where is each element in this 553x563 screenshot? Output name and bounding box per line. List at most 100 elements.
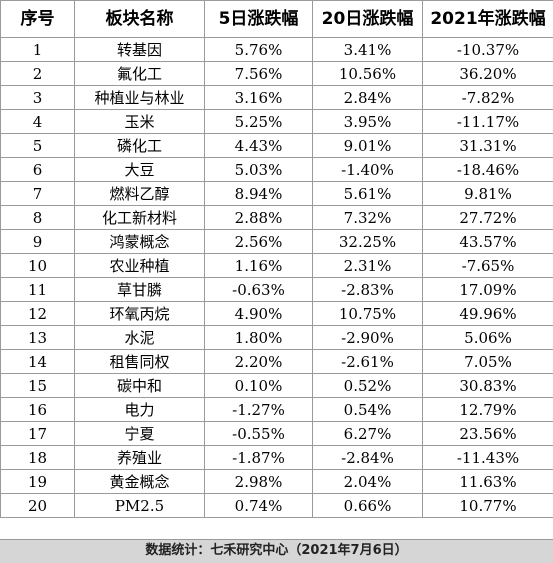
change-5day-cell: 5.76%: [204, 37, 313, 62]
sector-name-cell: PM2.5: [74, 493, 205, 518]
change-2021-cell: -7.65%: [422, 253, 553, 278]
change-20day-cell: 10.75%: [312, 301, 423, 326]
change-20day-cell: 0.54%: [312, 397, 423, 422]
change-20day-cell: -2.90%: [312, 325, 423, 350]
change-2021-cell: 17.09%: [422, 277, 553, 302]
change-2021-cell: 30.83%: [422, 373, 553, 398]
header-row: 序号 板块名称 5日涨跌幅 20日涨跌幅 2021年涨跌幅: [0, 0, 553, 38]
sector-name-cell: 种植业与林业: [74, 85, 205, 110]
change-5day-cell: 5.03%: [204, 157, 313, 182]
change-5day-cell: 2.20%: [204, 349, 313, 374]
row-index-cell: 16: [0, 397, 75, 422]
change-2021-cell: -10.37%: [422, 37, 553, 62]
sector-performance-table: 序号 板块名称 5日涨跌幅 20日涨跌幅 2021年涨跌幅 1 转基因 5.76% 3…: [0, 0, 553, 518]
table-row: 9 鸿蒙概念 2.56% 32.25% 43.57%: [0, 229, 553, 254]
change-5day-cell: -0.63%: [204, 277, 313, 302]
change-2021-cell: 36.20%: [422, 61, 553, 86]
row-index-cell: 7: [0, 181, 75, 206]
sector-name-cell: 鸿蒙概念: [74, 229, 205, 254]
row-index-cell: 20: [0, 493, 75, 518]
row-index-cell: 4: [0, 109, 75, 134]
sector-name-cell: 转基因: [74, 37, 205, 62]
sector-name-cell: 宁夏: [74, 421, 205, 446]
row-index-cell: 10: [0, 253, 75, 278]
change-20day-cell: 2.84%: [312, 85, 423, 110]
table-row: 17 宁夏 -0.55% 6.27% 23.56%: [0, 421, 553, 446]
change-20day-cell: -1.40%: [312, 157, 423, 182]
change-5day-cell: 4.90%: [204, 301, 313, 326]
change-2021-cell: -18.46%: [422, 157, 553, 182]
change-20day-cell: -2.84%: [312, 445, 423, 470]
sector-name-cell: 草甘膦: [74, 277, 205, 302]
change-20day-cell: -2.83%: [312, 277, 423, 302]
row-index-cell: 15: [0, 373, 75, 398]
change-5day-cell: -1.87%: [204, 445, 313, 470]
table-row: 19 黄金概念 2.98% 2.04% 11.63%: [0, 469, 553, 494]
sector-name-cell: 黄金概念: [74, 469, 205, 494]
sector-name-cell: 养殖业: [74, 445, 205, 470]
change-20day-cell: 32.25%: [312, 229, 423, 254]
change-5day-cell: 3.16%: [204, 85, 313, 110]
sector-name-cell: 磷化工: [74, 133, 205, 158]
row-index-cell: 11: [0, 277, 75, 302]
change-5day-cell: 1.80%: [204, 325, 313, 350]
change-20day-cell: 0.66%: [312, 493, 423, 518]
sector-name-cell: 氟化工: [74, 61, 205, 86]
data-source-footer: 数据统计：七禾研究中心（2021年7月6日）: [0, 539, 553, 563]
change-2021-cell: 23.56%: [422, 421, 553, 446]
sector-name-cell: 化工新材料: [74, 205, 205, 230]
row-index-cell: 9: [0, 229, 75, 254]
change-2021-cell: -7.82%: [422, 85, 553, 110]
change-20day-cell: 2.31%: [312, 253, 423, 278]
change-2021-cell: 31.31%: [422, 133, 553, 158]
sector-name-cell: 碳中和: [74, 373, 205, 398]
row-index-cell: 2: [0, 61, 75, 86]
table-row: 20 PM2.5 0.74% 0.66% 10.77%: [0, 493, 553, 518]
change-5day-cell: 2.98%: [204, 469, 313, 494]
table-row: 13 水泥 1.80% -2.90% 5.06%: [0, 325, 553, 350]
change-5day-cell: -0.55%: [204, 421, 313, 446]
change-2021-cell: 9.81%: [422, 181, 553, 206]
table-row: 1 转基因 5.76% 3.41% -10.37%: [0, 37, 553, 62]
change-2021-cell: 43.57%: [422, 229, 553, 254]
change-20day-cell: 10.56%: [312, 61, 423, 86]
change-2021-cell: -11.17%: [422, 109, 553, 134]
table-row: 16 电力 -1.27% 0.54% 12.79%: [0, 397, 553, 422]
table-row: 10 农业种植 1.16% 2.31% -7.65%: [0, 253, 553, 278]
change-2021-cell: 10.77%: [422, 493, 553, 518]
sector-name-cell: 农业种植: [74, 253, 205, 278]
change-20day-cell: 2.04%: [312, 469, 423, 494]
row-index-cell: 17: [0, 421, 75, 446]
change-20day-cell: 6.27%: [312, 421, 423, 446]
header-sector-name: 板块名称: [74, 0, 205, 38]
row-index-cell: 14: [0, 349, 75, 374]
change-5day-cell: 2.56%: [204, 229, 313, 254]
row-index-cell: 19: [0, 469, 75, 494]
table-row: 14 租售同权 2.20% -2.61% 7.05%: [0, 349, 553, 374]
header-2021-change: 2021年涨跌幅: [422, 0, 553, 38]
change-2021-cell: 5.06%: [422, 325, 553, 350]
row-index-cell: 8: [0, 205, 75, 230]
table-row: 7 燃料乙醇 8.94% 5.61% 9.81%: [0, 181, 553, 206]
row-index-cell: 5: [0, 133, 75, 158]
change-20day-cell: 3.41%: [312, 37, 423, 62]
change-5day-cell: 8.94%: [204, 181, 313, 206]
table-row: 15 碳中和 0.10% 0.52% 30.83%: [0, 373, 553, 398]
change-5day-cell: 1.16%: [204, 253, 313, 278]
change-5day-cell: 0.10%: [204, 373, 313, 398]
header-20day-change: 20日涨跌幅: [312, 0, 423, 38]
change-20day-cell: 0.52%: [312, 373, 423, 398]
change-2021-cell: -11.43%: [422, 445, 553, 470]
change-5day-cell: 0.74%: [204, 493, 313, 518]
sector-name-cell: 玉米: [74, 109, 205, 134]
sector-name-cell: 燃料乙醇: [74, 181, 205, 206]
change-5day-cell: -1.27%: [204, 397, 313, 422]
change-5day-cell: 4.43%: [204, 133, 313, 158]
change-20day-cell: -2.61%: [312, 349, 423, 374]
table-row: 2 氟化工 7.56% 10.56% 36.20%: [0, 61, 553, 86]
table-row: 12 环氧丙烷 4.90% 10.75% 49.96%: [0, 301, 553, 326]
header-5day-change: 5日涨跌幅: [204, 0, 313, 38]
sector-name-cell: 租售同权: [74, 349, 205, 374]
sector-name-cell: 环氧丙烷: [74, 301, 205, 326]
